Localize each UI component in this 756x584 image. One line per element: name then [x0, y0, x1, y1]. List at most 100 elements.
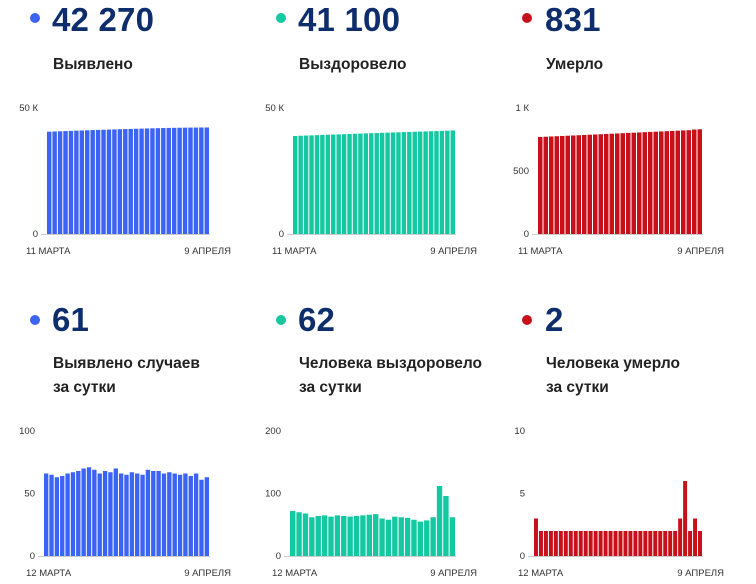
recovered-daily-bar	[411, 519, 417, 556]
recovered-total-bar	[412, 131, 417, 234]
detected-daily-bar	[92, 469, 97, 556]
deaths-total-y-tick-label: 500	[513, 166, 529, 177]
deaths-daily-bar	[683, 481, 688, 556]
detected-daily-bar	[135, 473, 140, 556]
deaths-daily-bar	[658, 531, 663, 556]
recovered-daily-y-tick-label: 100	[265, 489, 281, 500]
deaths-daily-bar	[583, 531, 588, 556]
deaths-daily-bar	[534, 518, 538, 556]
deaths-daily-bar	[573, 531, 578, 556]
recovered-daily-bar	[443, 496, 449, 556]
detected-total-chart: 50 К 0 11 МАРТА 9 АПРЕЛЯ	[19, 103, 231, 257]
recovered-total-bar	[390, 132, 396, 234]
recovered-daily-y-tick-label: 200	[265, 426, 281, 437]
recovered-total-bar	[434, 131, 439, 234]
recovered-total-bar	[407, 131, 412, 234]
detected-total-bar	[171, 127, 177, 234]
deaths-total-bar	[587, 134, 592, 234]
recovered-total-bar	[450, 130, 455, 234]
detected-total-bar	[204, 127, 209, 234]
detected-total-bar	[79, 130, 85, 234]
recovered-daily-bar	[315, 516, 321, 556]
recovered-total-bar	[303, 135, 309, 234]
deaths-total-bar	[648, 131, 653, 234]
deaths-daily-dot-icon	[522, 315, 532, 325]
deaths-total-bar	[543, 136, 548, 234]
panel-recovered-total: 41 100 Выздоровело 50 К 0 11 МАРТА 9 АПРЕЛЯ	[246, 0, 492, 292]
detected-total-x-end-label: 9 АПРЕЛЯ	[184, 246, 231, 257]
detected-daily-bar	[102, 471, 108, 556]
deaths-daily-x-end-label: 9 АПРЕЛЯ	[677, 568, 724, 579]
detected-total-bar	[101, 129, 106, 234]
deaths-daily-bar	[633, 531, 638, 556]
detected-daily-y-tick-label: 50	[24, 489, 35, 500]
deaths-total-bar	[686, 130, 691, 234]
recovered-daily-bar	[328, 516, 334, 557]
deaths-daily-bar	[563, 531, 568, 556]
detected-total-bar	[68, 130, 74, 234]
detected-daily-dot-icon	[30, 315, 40, 325]
detected-daily-bar	[167, 472, 172, 556]
recovered-daily-bar	[353, 516, 360, 556]
detected-total-bar	[139, 128, 144, 234]
detected-daily-bar	[204, 477, 209, 556]
detected-total-bar	[112, 129, 117, 234]
detected-total-bar	[95, 129, 101, 234]
deaths-total-bar	[659, 131, 664, 234]
detected-daily-bar	[118, 473, 124, 556]
recovered-total-y-tick-label: 0	[279, 229, 284, 240]
deaths-total-bar	[609, 133, 614, 234]
deaths-total-bar	[576, 135, 581, 234]
deaths-daily-bar	[543, 531, 548, 556]
deaths-total-bar	[664, 131, 669, 234]
recovered-daily-bar	[430, 517, 436, 556]
detected-daily-x-end-label: 9 АПРЕЛЯ	[184, 568, 231, 579]
detected-total-bar	[117, 129, 123, 234]
deaths-daily-bar	[608, 531, 613, 556]
detected-daily-y-tick-label: 100	[19, 426, 35, 437]
deaths-daily-bar	[668, 531, 673, 556]
deaths-daily-bar	[613, 531, 618, 556]
deaths-daily-bar	[568, 531, 573, 556]
detected-daily-bar	[199, 479, 204, 556]
recovered-daily-bar	[302, 513, 309, 556]
recovered-total-bar	[325, 134, 331, 234]
detected-dot-icon	[30, 13, 40, 23]
recovered-daily-bar	[309, 517, 315, 556]
panel-detected-total: 42 270 Выявлено 50 К 0 11 МАРТА 9 АПРЕЛЯ	[0, 0, 246, 292]
deaths-daily-bar	[638, 531, 643, 556]
deaths-daily-bar	[598, 531, 603, 556]
recovered-total-bar	[358, 133, 363, 234]
deaths-daily-bar	[678, 518, 683, 556]
recovered-total-bar	[309, 135, 314, 234]
detected-total-bar	[74, 130, 79, 234]
detected-total-bar	[177, 127, 182, 234]
recovered-daily-x-start-label: 12 МАРТА	[272, 568, 318, 579]
deaths-total-bar	[560, 135, 565, 234]
detected-daily-bar	[129, 472, 135, 556]
deaths-daily-bar	[653, 531, 658, 556]
detected-daily-bar	[124, 474, 129, 556]
deaths-daily-bar	[698, 531, 702, 556]
recovered-daily-label-line2: за сутки	[299, 379, 362, 396]
deaths-total-bar	[675, 130, 680, 234]
deaths-daily-bar	[673, 531, 678, 556]
detected-total-bar	[133, 128, 139, 234]
deaths-daily-bar	[538, 531, 543, 556]
deaths-total-bar	[697, 129, 702, 234]
deaths-total-y-tick-label: 0	[524, 229, 529, 240]
deaths-daily-bar	[578, 531, 583, 556]
detected-total-bar	[52, 131, 57, 234]
detected-total-bar	[123, 129, 128, 234]
recovered-total-value: 41 100	[298, 1, 401, 38]
recovered-total-bar	[374, 133, 379, 234]
deaths-daily-bar	[548, 531, 553, 556]
recovered-total-bar	[341, 134, 347, 234]
recovered-total-bar	[445, 130, 450, 234]
deaths-daily-value: 2	[545, 301, 564, 338]
recovered-daily-label-line1: Человека выздоровело	[299, 355, 483, 372]
recovered-daily-bar	[341, 516, 347, 556]
deaths-daily-bar	[643, 531, 648, 556]
deaths-total-bar	[653, 131, 658, 234]
recovered-daily-bar	[385, 519, 392, 556]
